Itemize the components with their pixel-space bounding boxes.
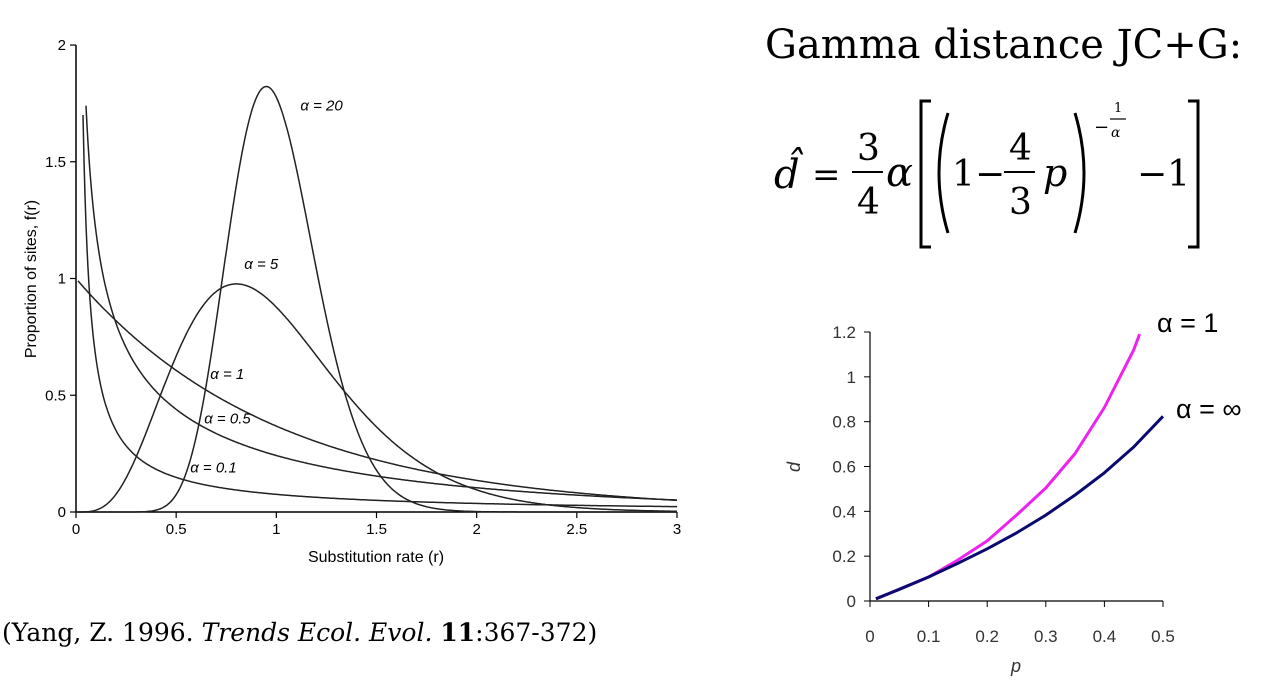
distance-chart-x-tick-label: 0.3 (1034, 627, 1058, 646)
gamma-chart-y-tick-label: 1.5 (45, 154, 66, 171)
distance-vs-p-chart: p d 0 0.1 0.2 0.3 0.4 0.5 0 0.2 0.4 0.6 0.8 1 1.2 α =… (784, 308, 1242, 676)
distance-chart-y-tick-label: 0.6 (832, 458, 856, 477)
gamma-chart-y-tick-label: 0.5 (45, 387, 66, 404)
distance-chart-y-tick-label: 0.8 (832, 413, 856, 432)
gamma-chart-y-tick-label: 1 (58, 271, 66, 288)
gamma-series-line (77, 280, 678, 502)
gamma-series-label: α = 1 (210, 366, 244, 383)
distance-chart-x-tick-label: 0.4 (1093, 627, 1117, 646)
gamma-chart-x-tick-label: 0.5 (166, 521, 187, 538)
formula-left-paren (937, 112, 950, 234)
distance-chart-x-tick-label: 0 (865, 627, 874, 646)
formula-left-bracket (919, 99, 931, 249)
formula-one: 1 (952, 154, 975, 195)
distance-chart-y-tick-label: 0 (847, 592, 856, 611)
gamma-series-line (85, 105, 677, 501)
formula-equals: = (812, 155, 841, 195)
gamma-distance-formula: d̂ = 3 4 α 1 − 4 3 p − 1 α −1 (774, 99, 1200, 249)
formula-alpha: α (886, 150, 913, 196)
formula-minus-one: −1 (1137, 154, 1190, 195)
formula-right-paren (1073, 112, 1086, 234)
formula-frac2-numerator: 4 (1009, 128, 1032, 169)
distance-chart-y-tick-label: 0.2 (832, 547, 856, 566)
gamma-series-label: α = 5 (244, 256, 279, 273)
gamma-chart-x-tick-label: 2.5 (566, 521, 587, 538)
gamma-chart-x-tick-label: 2 (472, 521, 480, 538)
distance-chart-y-tick-label: 1.2 (832, 323, 856, 342)
distance-chart-x-tick-label: 0.5 (1151, 627, 1175, 646)
gamma-chart-x-tick-label: 0 (72, 521, 80, 538)
distance-chart-x-tick-label: 0.2 (975, 627, 999, 646)
formula-frac2-denominator: 3 (1009, 182, 1032, 223)
citation-journal: Trends Ecol. Evol. (202, 618, 433, 647)
gamma-chart-y-axis-label: Proportion of sites, f(r) (23, 200, 40, 358)
formula-p: p (1043, 151, 1067, 195)
gamma-distribution-chart: Substitution rate (r) Proportion of site… (23, 37, 681, 566)
gamma-series-line (82, 114, 677, 508)
distance-series-label: α = ∞ (1176, 394, 1242, 424)
formula-right-bracket (1188, 99, 1200, 249)
citation-pages: :367-372) (475, 618, 597, 647)
gamma-series-label: α = 0.5 (204, 410, 251, 427)
gamma-chart-x-axis-label: Substitution rate (r) (308, 549, 444, 566)
citation-prefix: (Yang, Z. 1996. (2, 618, 202, 647)
gamma-chart-x-tick-label: 3 (673, 521, 681, 538)
gamma-series-line (78, 85, 677, 513)
citation-volume: 11 (440, 618, 475, 647)
gamma-series-label: α = 20 (300, 97, 343, 114)
formula-frac-numerator: 3 (857, 128, 880, 169)
formula-exp-denominator: α (1111, 125, 1121, 141)
distance-series-label: α = 1 (1157, 308, 1218, 338)
gamma-series-label: α = 0.1 (190, 459, 237, 476)
gamma-chart-y-tick-label: 2 (58, 37, 66, 54)
distance-chart-x-axis-label: p (1010, 656, 1021, 676)
gamma-chart-y-tick-label: 0 (58, 504, 66, 521)
distance-chart-y-tick-label: 1 (847, 368, 856, 387)
formula-exp-numerator: 1 (1114, 101, 1122, 116)
formula-frac-denominator: 4 (857, 182, 880, 223)
formula-exp-minus: − (1094, 117, 1109, 138)
distance-series-line (875, 333, 1142, 601)
gamma-chart-x-tick-label: 1.5 (366, 521, 387, 538)
formula-d-hat: d̂ (774, 148, 804, 198)
gamma-series-line (78, 283, 677, 513)
formula-minus: − (975, 154, 1005, 195)
distance-chart-y-axis-label: d (784, 461, 804, 472)
distance-chart-y-tick-label: 0.4 (832, 502, 856, 521)
slide-title: Gamma distance JC+G: (765, 22, 1242, 68)
citation: (Yang, Z. 1996. Trends Ecol. Evol. 11:36… (2, 618, 597, 647)
distance-chart-x-tick-label: 0.1 (917, 627, 941, 646)
gamma-chart-x-tick-label: 1 (272, 521, 280, 538)
distance-series-line (875, 415, 1165, 601)
